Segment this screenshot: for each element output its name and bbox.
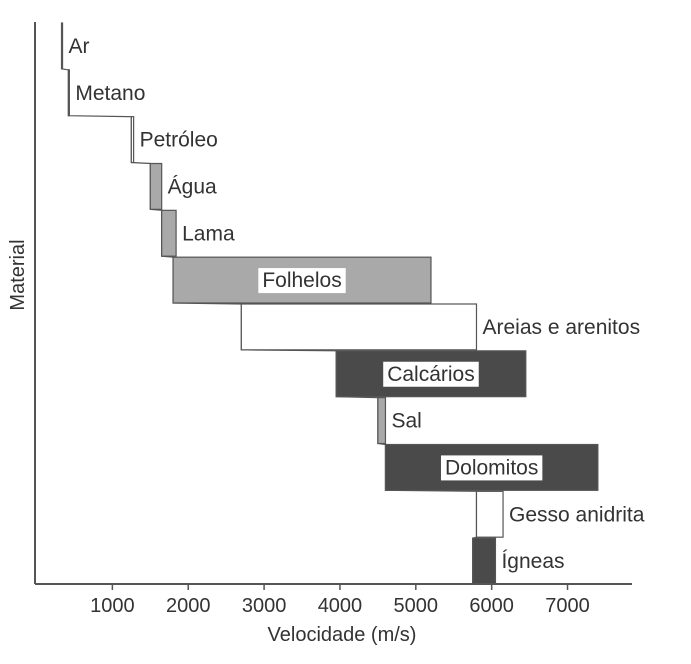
x-tick-label: 2000: [166, 595, 211, 617]
x-tick-label: 1000: [90, 595, 135, 617]
label-areias-e-arenitos: Areias e arenitos: [482, 316, 640, 339]
label-gesso-anidrita: Gesso anidrita: [509, 503, 645, 526]
bar-igneas: [472, 537, 497, 585]
bar-areias-e-arenitos: [240, 303, 478, 351]
bar-lama: [161, 209, 177, 257]
label-folhelos: Folhelos: [262, 269, 341, 292]
label-petroleo: Petróleo: [140, 129, 218, 152]
x-tick-label: 7000: [545, 595, 590, 617]
label-dolomitos: Dolomitos: [445, 456, 538, 479]
range-bars: Ar Metano Petróleo Água Lama Folhelos Areias e…: [60, 22, 645, 585]
bar-gesso-anidrita: [475, 490, 504, 538]
bar-petroleo: [130, 116, 135, 164]
x-tick-label: 4000: [318, 595, 363, 617]
label-metano: Metano: [75, 82, 145, 105]
label-calcarios: Calcários: [387, 363, 475, 386]
x-tick-label: 3000: [242, 595, 287, 617]
bar-sal: [377, 397, 387, 445]
label-sal: Sal: [391, 410, 421, 433]
label-lama: Lama: [182, 222, 235, 245]
label-agua: Água: [168, 175, 217, 198]
bar-agua: [149, 162, 163, 210]
x-axis-title: Velocidade (m/s): [268, 624, 417, 646]
x-tick-group: 1000 2000 3000 4000 5000 6000 7000: [90, 584, 590, 617]
label-box-folhelos: [258, 268, 346, 294]
label-box-calcarios: [383, 361, 479, 387]
y-axis-title: Material: [7, 239, 29, 310]
bar-metano: [67, 69, 70, 117]
x-tick-label: 5000: [394, 595, 439, 617]
bar-ar: [60, 22, 64, 70]
label-ar: Ar: [69, 35, 90, 58]
x-tick-label: 6000: [469, 595, 514, 617]
label-igneas: Ígneas: [501, 550, 564, 573]
label-box-dolomitos: [440, 455, 543, 481]
